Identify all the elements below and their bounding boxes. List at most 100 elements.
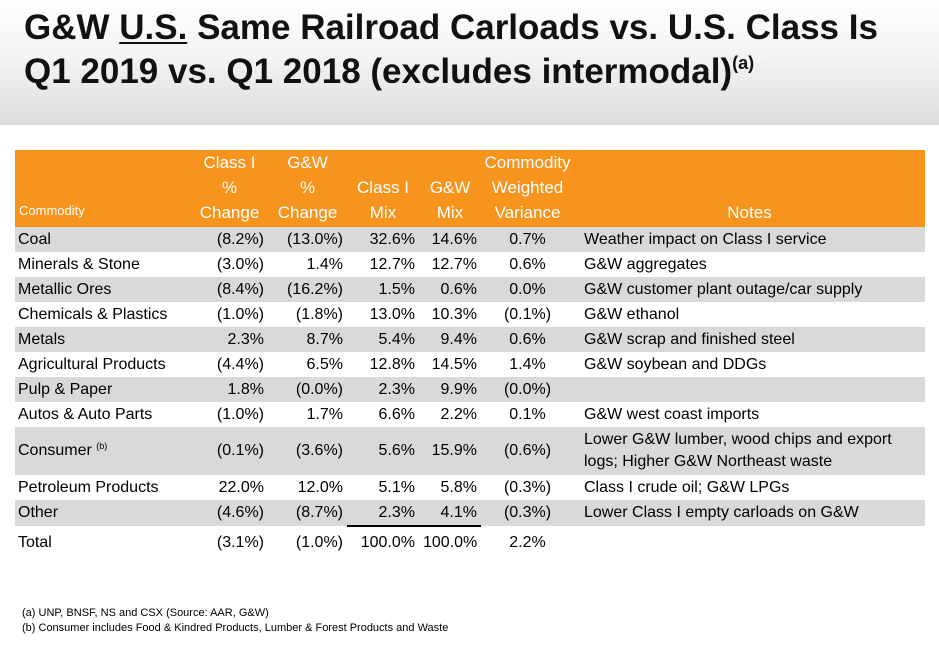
cell-class1-change: 2.3% bbox=[191, 327, 268, 352]
cell-class1-change: (3.0%) bbox=[216, 255, 264, 273]
cell-variance: 0.1% bbox=[509, 405, 546, 423]
cell-gw-change: (1.0%) bbox=[295, 533, 343, 551]
footnote-a: (a) UNP, BNSF, NS and CSX (Source: AAR, … bbox=[22, 607, 269, 619]
cell-commodity: Total bbox=[18, 533, 52, 551]
cell-class1-change: (0.1%) bbox=[191, 427, 268, 475]
cell-gw-change: 12.0% bbox=[297, 478, 343, 496]
header-class1-mix: Class I Mix bbox=[347, 150, 419, 227]
cell-gw-mix: 14.5% bbox=[431, 355, 477, 373]
cell-class1-change: (1.0%) bbox=[216, 305, 264, 323]
cell-commodity: Agricultural Products bbox=[18, 355, 166, 373]
table-row: Chemicals & Plastics (1.0%) (1.8%) 13.0%… bbox=[15, 302, 925, 327]
cell-class1-mix: 1.5% bbox=[347, 277, 419, 302]
cell-gw-change: (13.0%) bbox=[268, 227, 347, 252]
cell-class1-change: 22.0% bbox=[218, 478, 264, 496]
cell-notes: G&W scrap and finished steel bbox=[574, 327, 925, 352]
cell-commodity: Metallic Ores bbox=[15, 277, 191, 302]
cell-gw-mix: 9.9% bbox=[419, 377, 481, 402]
cell-class1-mix: 12.7% bbox=[369, 255, 415, 273]
cell-gw-change: (1.8%) bbox=[295, 305, 343, 323]
cell-gw-change: (0.0%) bbox=[268, 377, 347, 402]
table-row: Minerals & Stone (3.0%) 1.4% 12.7% 12.7%… bbox=[15, 252, 925, 277]
cell-gw-mix: 100.0% bbox=[423, 534, 478, 551]
header-commodity: Commodity bbox=[15, 150, 191, 227]
total-row: Total (3.1%) (1.0%) 100.0% 100.0% 2.2% bbox=[15, 526, 925, 559]
cell-notes: G&W aggregates bbox=[584, 255, 707, 273]
cell-class1-mix: 12.8% bbox=[369, 355, 415, 373]
cell-gw-mix: 4.1% bbox=[419, 500, 481, 527]
cell-notes bbox=[574, 377, 925, 402]
cell-gw-mix: 2.2% bbox=[440, 405, 477, 423]
cell-class1-mix: 32.6% bbox=[347, 227, 419, 252]
header-notes: Notes bbox=[574, 150, 925, 227]
cell-class1-mix: 5.1% bbox=[378, 478, 415, 496]
title-underlined: U.S. bbox=[119, 8, 188, 47]
page-title: G&W U.S. Same Railroad Carloads vs. U.S.… bbox=[24, 6, 924, 94]
cell-class1-mix: 2.3% bbox=[347, 500, 419, 527]
title-band bbox=[0, 0, 939, 125]
cell-class1-change: (8.2%) bbox=[191, 227, 268, 252]
title-part-2: Same Railroad Carloads vs. U.S. Class Is… bbox=[24, 8, 878, 91]
cell-notes: G&W ethanol bbox=[584, 305, 680, 323]
cell-commodity: Pulp & Paper bbox=[15, 377, 191, 402]
cell-commodity: Metals bbox=[15, 327, 191, 352]
cell-commodity: Coal bbox=[15, 227, 191, 252]
cell-class1-mix: 5.4% bbox=[347, 327, 419, 352]
cell-commodity: Minerals & Stone bbox=[18, 255, 140, 273]
cell-notes: Lower G&W lumber, wood chips and export … bbox=[574, 427, 925, 475]
table-row: Metallic Ores (8.4%) (16.2%) 1.5% 0.6% 0… bbox=[15, 277, 925, 302]
cell-class1-change: (1.0%) bbox=[216, 405, 264, 423]
cell-gw-mix: 10.3% bbox=[431, 305, 477, 323]
cell-notes: Class I crude oil; G&W LPGs bbox=[584, 478, 790, 496]
cell-gw-mix: 0.6% bbox=[419, 277, 481, 302]
cell-gw-change: (8.7%) bbox=[268, 500, 347, 526]
header-weighted-variance: Commodity Weighted Variance bbox=[481, 150, 574, 227]
table-row: Pulp & Paper 1.8% (0.0%) 2.3% 9.9% (0.0%… bbox=[15, 377, 925, 402]
cell-commodity: Consumer (b) bbox=[15, 427, 191, 475]
cell-gw-change: 8.7% bbox=[268, 327, 347, 352]
cell-gw-mix: 15.9% bbox=[419, 427, 481, 475]
table-row: Coal (8.2%) (13.0%) 32.6% 14.6% 0.7% Wea… bbox=[15, 227, 925, 252]
cell-gw-change: (16.2%) bbox=[268, 277, 347, 302]
consumer-footnote-ref: (b) bbox=[96, 441, 108, 451]
cell-notes: G&W west coast imports bbox=[584, 405, 760, 423]
cell-variance: 0.7% bbox=[481, 227, 574, 252]
title-part-1: G&W bbox=[24, 8, 120, 47]
cell-commodity: Autos & Auto Parts bbox=[18, 405, 153, 423]
cell-commodity: Chemicals & Plastics bbox=[18, 305, 168, 323]
cell-class1-mix: 5.6% bbox=[347, 427, 419, 475]
cell-notes bbox=[574, 526, 925, 559]
cell-variance: (0.6%) bbox=[481, 427, 574, 475]
cell-gw-change: 1.7% bbox=[306, 405, 343, 423]
cell-variance: (0.3%) bbox=[503, 478, 552, 496]
cell-class1-mix: 13.0% bbox=[369, 305, 415, 323]
cell-gw-mix: 5.8% bbox=[440, 478, 477, 496]
cell-gw-change: 6.5% bbox=[306, 355, 343, 373]
cell-class1-change: (4.6%) bbox=[191, 500, 268, 526]
table-row: Agricultural Products (4.4%) 6.5% 12.8% … bbox=[15, 352, 925, 377]
cell-notes: Weather impact on Class I service bbox=[574, 227, 925, 252]
cell-variance: (0.3%) bbox=[481, 500, 574, 526]
cell-gw-change: (3.6%) bbox=[268, 427, 347, 475]
header-gw-mix: G&W Mix bbox=[419, 150, 481, 227]
cell-gw-mix: 12.7% bbox=[431, 255, 477, 273]
cell-variance: 2.2% bbox=[509, 533, 546, 551]
cell-class1-mix: 100.0% bbox=[360, 534, 415, 551]
cell-commodity: Other bbox=[15, 500, 191, 526]
cell-variance: (0.0%) bbox=[481, 377, 574, 402]
cell-notes: G&W soybean and DDGs bbox=[584, 355, 767, 373]
header-class1-change: Class I% Change bbox=[191, 150, 268, 227]
table-row: Metals 2.3% 8.7% 5.4% 9.4% 0.6% G&W scra… bbox=[15, 327, 925, 352]
cell-gw-mix: 14.6% bbox=[419, 227, 481, 252]
cell-variance: 0.6% bbox=[509, 255, 546, 273]
cell-notes: G&W customer plant outage/car supply bbox=[574, 277, 925, 302]
table-row: Petroleum Products 22.0% 12.0% 5.1% 5.8%… bbox=[15, 475, 925, 500]
cell-class1-change: (4.4%) bbox=[216, 355, 264, 373]
cell-class1-mix: 6.6% bbox=[378, 405, 415, 423]
cell-variance: 0.0% bbox=[481, 277, 574, 302]
cell-gw-mix: 9.4% bbox=[419, 327, 481, 352]
carloads-table: Commodity Class I% Change G&W% Change Clas… bbox=[15, 150, 925, 559]
cell-class1-change: (8.4%) bbox=[191, 277, 268, 302]
cell-variance: (0.1%) bbox=[503, 305, 552, 323]
cell-notes: Lower Class I empty carloads on G&W bbox=[574, 500, 925, 526]
